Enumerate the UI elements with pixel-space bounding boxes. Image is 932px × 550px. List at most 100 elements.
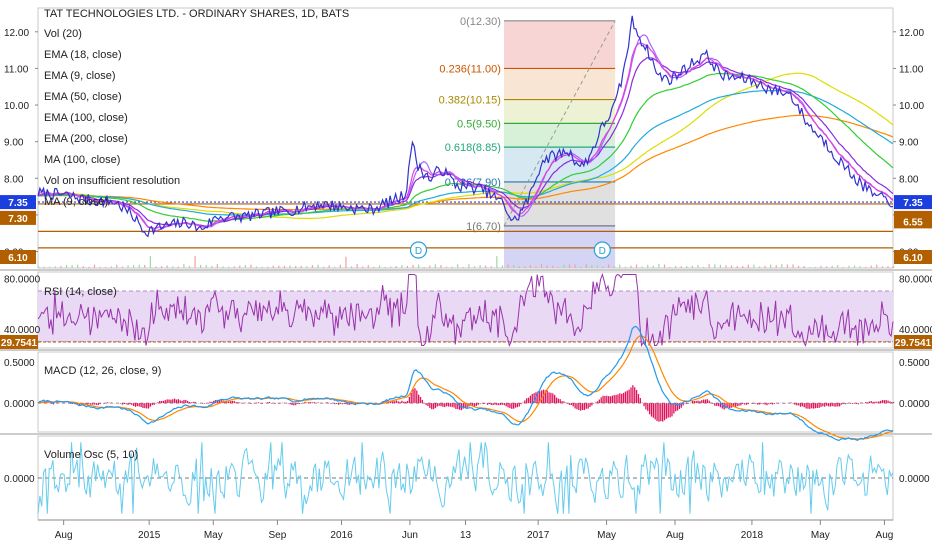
macd-histogram-bar xyxy=(580,403,582,411)
x-tick-label: 2017 xyxy=(527,530,550,541)
macd-histogram-bar xyxy=(514,403,517,408)
macd-histogram-bar xyxy=(470,403,472,406)
macd-histogram-bar xyxy=(213,400,215,404)
macd-histogram-bar xyxy=(146,403,148,409)
macd-pane-label[interactable]: MACD (12, 26, close, 9) xyxy=(44,365,162,377)
macd-histogram-bar xyxy=(88,403,90,404)
volume-bar xyxy=(853,265,856,268)
indicator-label-ema200[interactable]: EMA (200, close) xyxy=(44,133,128,145)
volume-bar xyxy=(708,264,710,268)
y-tick-label-right: 40.0000 xyxy=(899,325,932,336)
macd-histogram-bar xyxy=(801,403,804,407)
volume-bar xyxy=(568,264,571,268)
macd-histogram-bar xyxy=(874,401,876,404)
macd-histogram-bar xyxy=(809,403,811,409)
rsi-tag-right-bg xyxy=(894,334,932,349)
volume-bar xyxy=(149,256,151,268)
macd-histogram-bar xyxy=(382,401,384,404)
volume-bar xyxy=(317,264,319,268)
macd-histogram-bar xyxy=(168,399,170,404)
rsi-pane xyxy=(37,272,894,348)
macd-histogram-bar xyxy=(576,403,578,410)
macd-histogram-bar xyxy=(757,403,759,405)
macd-histogram-bar xyxy=(95,403,98,405)
macd-histogram-bar xyxy=(218,400,220,404)
macd-histogram-bar xyxy=(93,403,96,405)
indicator-label-ma9[interactable]: MA (9, close) xyxy=(44,196,109,208)
price-tag-right-bg xyxy=(894,214,932,229)
volume-bar xyxy=(764,265,766,268)
volume-bar xyxy=(373,266,375,268)
macd-histogram-bar xyxy=(131,403,133,405)
ema-100-line xyxy=(37,89,894,216)
macd-histogram-bar xyxy=(298,403,301,405)
macd-histogram-bar xyxy=(539,391,541,404)
macd-histogram-bar xyxy=(777,403,779,404)
macd-histogram-bar xyxy=(695,400,697,404)
macd-histogram-bar xyxy=(134,403,137,407)
macd-histogram-bar xyxy=(483,403,485,405)
rsi-tag-right-text: 29.7541 xyxy=(895,338,932,349)
macd-histogram-bar xyxy=(609,396,612,404)
macd-histogram-bar xyxy=(812,403,815,409)
macd-histogram-bar xyxy=(129,403,131,405)
macd-histogram-bar xyxy=(229,401,232,404)
volume-bar xyxy=(496,256,498,268)
fib-level-label: 0.618(8.85) xyxy=(445,142,501,154)
macd-histogram-bar xyxy=(637,394,640,404)
macd-histogram-bar xyxy=(444,403,446,408)
indicator-label-ma100[interactable]: MA (100, close) xyxy=(44,154,121,166)
volume-bar xyxy=(93,264,96,268)
price-tags: 7.357.306.556.107.357.306.556.1029.75412… xyxy=(0,195,932,349)
macd-histogram-bar xyxy=(45,402,47,404)
rsi-pane-label[interactable]: RSI (14, close) xyxy=(44,286,117,298)
macd-histogram-bar xyxy=(682,403,684,406)
volume-bar xyxy=(216,264,219,268)
macd-histogram-bar xyxy=(71,403,73,405)
indicator-label-ema9[interactable]: EMA (9, close) xyxy=(44,70,116,82)
indicator-label-ema100[interactable]: EMA (100, close) xyxy=(44,112,128,124)
macd-histogram-bar xyxy=(645,403,647,410)
macd-histogram-bar xyxy=(447,403,450,407)
macd-histogram-bar xyxy=(697,400,699,404)
macd-histogram-bar xyxy=(725,403,727,409)
macd-histogram-bar xyxy=(529,395,532,404)
volume-bar xyxy=(255,266,258,268)
volume-bar xyxy=(451,266,453,268)
macd-histogram-bar xyxy=(758,403,761,405)
indicator-label-vol-insufficient[interactable]: Vol on insufficient resolution xyxy=(44,175,181,187)
macd-histogram-bar xyxy=(662,403,664,422)
macd-histogram-bar xyxy=(518,403,520,407)
indicator-label-ema50[interactable]: EMA (50, close) xyxy=(44,91,122,103)
macd-histogram-bar xyxy=(829,403,831,407)
indicator-label-vol[interactable]: Vol (20) xyxy=(44,28,82,40)
volume-osc-pane-label[interactable]: Volume Osc (5, 10) xyxy=(44,449,139,461)
volume-bar xyxy=(211,265,213,268)
volume-bar xyxy=(401,265,403,268)
y-tick-label-right: 9.00 xyxy=(899,138,919,149)
macd-histogram-bar xyxy=(585,403,587,409)
volume-bar xyxy=(350,266,353,268)
macd-histogram-bar xyxy=(311,402,314,404)
price-tag-right-bg xyxy=(894,250,932,264)
macd-histogram-bar xyxy=(157,402,159,404)
macd-histogram-bar xyxy=(524,400,526,404)
price-tag-left: 7.30 xyxy=(0,210,36,225)
macd-histogram-bar xyxy=(816,403,818,409)
volume-bar xyxy=(848,265,850,268)
macd-histogram-bar xyxy=(552,393,554,404)
macd-histogram-bar xyxy=(553,394,556,404)
macd-histogram-bar xyxy=(464,403,466,409)
macd-histogram-bar xyxy=(624,391,627,404)
macd-histogram-bar xyxy=(827,403,830,407)
price-tag-left-bg xyxy=(0,250,36,264)
macd-histogram-bar xyxy=(403,401,405,404)
indicator-label-ema18[interactable]: EMA (18, close) xyxy=(44,49,122,61)
fib-zone xyxy=(503,99,616,124)
macd-histogram-bar xyxy=(742,403,744,405)
macd-histogram-bar xyxy=(457,403,459,410)
macd-histogram-bar xyxy=(531,394,533,404)
rsi-line xyxy=(37,272,894,348)
volume-bar xyxy=(345,256,347,268)
macd-pane xyxy=(37,325,895,442)
